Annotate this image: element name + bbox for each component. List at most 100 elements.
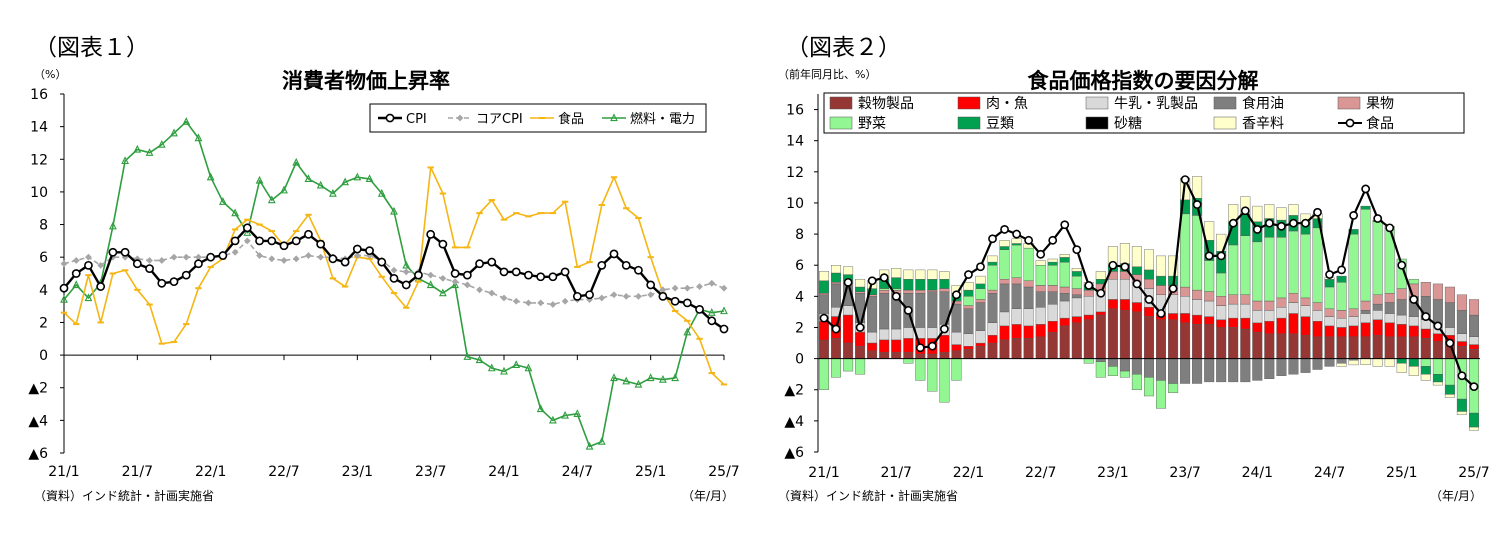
bar-segment-肉・魚 [1469, 344, 1480, 350]
bar-segment-食用油 [951, 303, 962, 333]
bar-segment-野菜 [1312, 227, 1323, 303]
bar-segment-果物 [830, 282, 841, 285]
bar-segment-肉・魚 [1059, 317, 1070, 327]
bar-segment-豆類 [1420, 366, 1431, 375]
bar-segment-食用油 [1240, 358, 1251, 383]
bar-segment-食用油 [927, 291, 938, 328]
data-point-燃料・電力 [84, 293, 93, 302]
x-tick-label: 23/1 [1097, 465, 1128, 481]
x-tick-label: 23/7 [415, 464, 446, 480]
bar-segment-野菜 [999, 249, 1010, 280]
bar-segment-香辛料 [1144, 249, 1155, 271]
data-point-燃料・電力 [231, 208, 240, 217]
bar-segment-豆類 [1469, 412, 1480, 428]
bar-segment-果物 [1312, 302, 1323, 311]
bar-segment-牛乳・乳製品 [1252, 310, 1263, 324]
data-point-CPI [169, 277, 179, 287]
data-point-コアCPI [243, 237, 251, 245]
bar-segment-果物 [1011, 277, 1022, 285]
bar-segment-牛乳・乳製品 [1300, 305, 1311, 317]
bar-segment-肉・魚 [1035, 324, 1046, 338]
bar-segment-野菜 [1432, 358, 1443, 375]
bar-segment-穀物製品 [891, 352, 902, 359]
bar-segment-豆類 [915, 279, 926, 291]
data-point-燃料・電力 [610, 373, 618, 382]
bar-segment-食用油 [1168, 358, 1179, 384]
chart-1-source-note: （資料）インド統計・計画実施省 [34, 488, 214, 503]
legend-label-食品: 食品 [1366, 115, 1394, 132]
data-point-CPI [389, 273, 399, 283]
bar-segment-野菜 [1360, 208, 1371, 302]
y-tick-label: 8 [795, 227, 804, 243]
bar-segment-香辛料 [999, 240, 1010, 247]
bar-segment-果物 [1035, 285, 1046, 292]
bar-segment-牛乳・乳製品 [1408, 316, 1419, 327]
bar-segment-牛乳・乳製品 [1180, 296, 1191, 314]
data-point-CPI [658, 291, 668, 301]
bar-segment-穀物製品 [987, 342, 998, 359]
data-point-燃料・電力 [328, 188, 337, 197]
data-point-燃料・電力 [280, 185, 288, 194]
bar-segment-穀物製品 [1288, 333, 1299, 359]
data-point-コアCPI [97, 261, 105, 269]
bar-segment-香辛料 [1469, 426, 1480, 431]
bar-segment-肉・魚 [1336, 327, 1347, 338]
bar-segment-牛乳・乳製品 [879, 328, 890, 341]
data-point-食品 [1120, 262, 1130, 272]
bar-segment-食用油 [1023, 286, 1034, 309]
bar-segment-豆類 [819, 280, 830, 294]
bar-segment-香辛料 [1348, 360, 1359, 366]
chart-2-source-note: （資料）インド統計・計画実施省 [778, 488, 958, 503]
bar-segment-果物 [879, 289, 890, 294]
bar-segment-穀物製品 [879, 352, 890, 359]
bar-segment-肉・魚 [1107, 299, 1118, 310]
bar-segment-食用油 [1444, 302, 1455, 328]
data-point-燃料・電力 [194, 133, 203, 142]
bar-segment-果物 [1156, 285, 1167, 296]
data-point-CPI [426, 229, 436, 239]
legend-swatch-豆類 [957, 116, 981, 130]
bar-segment-肉・魚 [975, 342, 986, 347]
data-point-食品 [952, 290, 961, 300]
data-point-コアCPI [146, 257, 153, 264]
data-point-CPI [646, 280, 656, 290]
legend-swatch-香辛料 [1213, 116, 1237, 130]
bar-segment-果物 [1420, 282, 1431, 297]
bar-segment-食用油 [879, 293, 890, 330]
data-point-食品 [1337, 265, 1346, 275]
data-point-コアCPI [549, 301, 557, 308]
data-point-CPI [157, 278, 167, 288]
legend-label-CPI: CPI [406, 112, 427, 127]
bar-segment-野菜 [1095, 361, 1106, 378]
bar-segment-穀物製品 [915, 353, 926, 359]
data-point-食品 [1445, 338, 1455, 348]
chart-1-axis-note: （年/月） [682, 489, 734, 503]
y-tick-label: 14 [786, 134, 804, 150]
data-point-CPI [206, 252, 216, 262]
chart-2-title: 食品価格指数の要因分解 [1028, 69, 1259, 93]
bar-segment-香辛料 [1095, 271, 1106, 280]
data-point-CPI [634, 265, 643, 275]
bar-segment-香辛料 [1336, 363, 1347, 367]
bar-segment-牛乳・乳製品 [1011, 308, 1022, 325]
bar-segment-野菜 [1444, 358, 1455, 386]
y-tick-label: ▲4 [784, 414, 804, 430]
bar-segment-食用油 [1156, 358, 1167, 381]
bar-segment-香辛料 [975, 275, 986, 285]
data-point-食品 [1313, 207, 1322, 217]
bar-segment-果物 [1228, 294, 1239, 305]
data-point-食品 [1192, 200, 1202, 209]
legend-marker-CPI [385, 113, 395, 123]
bar-segment-果物 [1180, 286, 1191, 297]
bar-segment-食用油 [1035, 291, 1046, 308]
data-point-燃料・電力 [206, 172, 215, 181]
bar-segment-野菜 [1204, 260, 1215, 292]
data-point-食品 [915, 343, 925, 353]
bar-segment-野菜 [1119, 370, 1130, 378]
bar-segment-牛乳・乳製品 [1324, 316, 1335, 327]
data-point-燃料・電力 [573, 409, 582, 417]
bar-segment-野菜 [879, 288, 890, 291]
data-point-コアCPI [182, 253, 190, 261]
bar-segment-野菜 [1300, 233, 1311, 299]
bar-segment-食用油 [867, 296, 878, 333]
